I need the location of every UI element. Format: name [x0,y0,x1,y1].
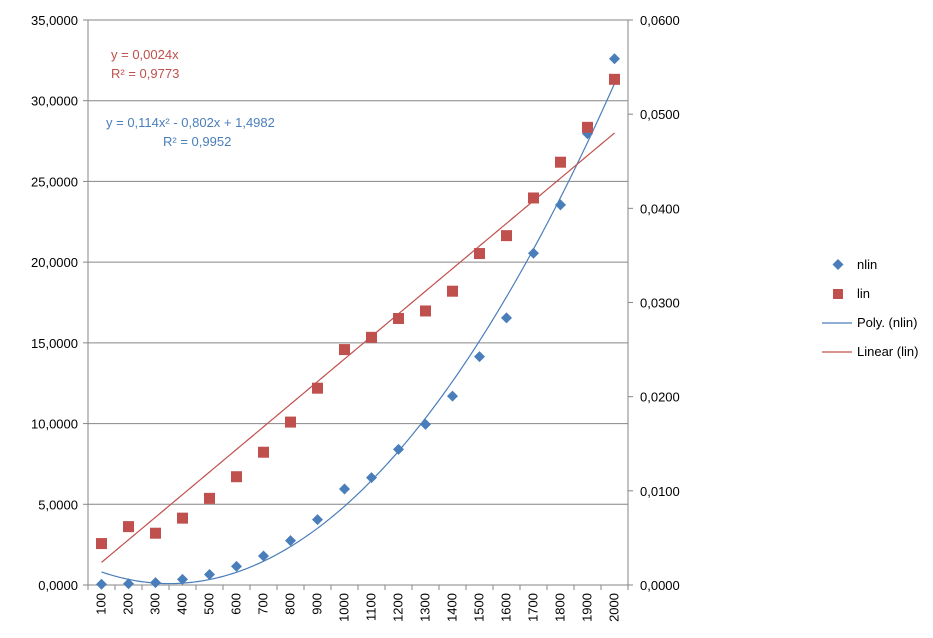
y-right-tick-label: 0,0100 [640,484,680,499]
data-points [96,53,620,590]
point-nlin [393,443,404,455]
point-lin [609,73,620,85]
nlin-r-squared: R² = 0,9952 [163,134,231,149]
y-left-tick-label: 20,0000 [31,255,78,270]
point-nlin [123,578,134,590]
point-lin [258,446,269,458]
legend-label-lin: lin [857,286,870,301]
x-tick-label: 400 [175,593,190,615]
annotation-nlin: y = 0,114x² - 0,802x + 1,4982 R² = 0,995… [106,115,275,149]
point-nlin [555,199,566,211]
x-tick-label: 1000 [337,593,352,622]
y-right-tick-label: 0,0200 [640,390,680,405]
point-nlin [528,247,539,259]
x-tick-label: 600 [229,593,244,615]
lin-equation: y = 0,0024x [111,47,179,62]
tick-labels: 0,0000 5,0000 10,0000 15,0000 20,0000 25,0000… [31,13,680,622]
point-lin [474,248,485,260]
point-nlin [609,53,620,65]
x-tick-label: 1100 [364,593,379,621]
trendline-lin [101,132,615,563]
point-nlin [312,514,323,526]
x-tick-label: 1600 [499,593,514,622]
y-left-tick-label: 10,0000 [31,417,78,432]
point-lin [177,512,188,524]
point-lin [150,527,161,539]
y-left-tick-label: 30,0000 [31,94,78,109]
point-nlin [420,418,431,430]
x-tick-label: 200 [121,593,136,615]
point-lin [312,382,323,394]
trendline-nlin [101,83,616,585]
point-nlin [204,569,215,581]
gridlines [88,19,628,586]
point-nlin [96,578,107,590]
point-lin [447,285,458,297]
axes [83,19,633,590]
y-left-tick-label: 5,0000 [38,497,78,512]
point-lin [366,331,377,343]
lin-r-squared: R² = 0,9773 [111,66,179,81]
x-tick-label: 800 [283,593,298,615]
x-tick-label: 1200 [391,593,406,622]
point-nlin [339,483,350,495]
point-lin [204,492,215,504]
legend-label-linear-lin: Linear (lin) [857,344,918,359]
legend: nlin lin Poly. (nlin) Linear (lin) [822,257,918,359]
point-lin [528,192,539,204]
x-tick-label: 700 [256,593,271,615]
x-tick-label: 100 [94,593,109,615]
point-lin [231,471,242,483]
y-right-tick-label: 0,0400 [640,201,680,216]
annotation-lin: y = 0,0024x R² = 0,9773 [111,47,179,81]
y-right-tick-label: 0,0300 [640,296,680,311]
point-nlin [258,550,269,562]
y-right-tick-label: 0,0000 [640,578,680,593]
point-lin [420,305,431,317]
point-nlin [474,351,485,363]
point-lin [501,230,512,242]
x-tick-label: 1700 [526,593,541,622]
point-nlin [366,472,377,484]
y-left-tick-label: 35,0000 [31,13,78,28]
y-left-tick-label: 0,0000 [38,578,78,593]
x-tick-label: 1300 [418,593,433,622]
point-lin [555,156,566,168]
plot-area [88,20,628,585]
legend-label-nlin: nlin [857,257,877,272]
x-tick-label: 900 [310,593,325,615]
y-right-tick-label: 0,0500 [640,107,680,122]
x-tick-label: 2000 [607,593,622,622]
point-nlin [285,535,296,547]
x-tick-label: 1900 [580,593,595,622]
x-tick-label: 1500 [472,593,487,622]
point-lin [96,538,107,550]
legend-marker-lin [833,289,843,299]
x-tick-label: 1800 [553,593,568,622]
point-nlin [447,390,458,402]
point-lin [339,344,350,356]
point-nlin [150,577,161,589]
point-lin [123,521,134,533]
point-lin [393,313,404,325]
y-left-tick-label: 15,0000 [31,336,78,351]
trendlines [101,83,616,585]
legend-marker-nlin [832,259,844,270]
x-tick-label: 1400 [445,593,460,622]
y-left-tick-label: 25,0000 [31,174,78,189]
x-tick-label: 300 [148,593,163,615]
legend-label-poly-nlin: Poly. (nlin) [857,315,917,330]
point-nlin [501,312,512,324]
point-nlin [177,573,188,585]
point-lin [582,121,593,133]
point-lin [285,416,296,428]
x-tick-label: 500 [202,593,217,615]
nlin-equation: y = 0,114x² - 0,802x + 1,4982 [106,115,275,130]
y-right-tick-label: 0,0600 [640,13,680,28]
point-nlin [231,560,242,572]
